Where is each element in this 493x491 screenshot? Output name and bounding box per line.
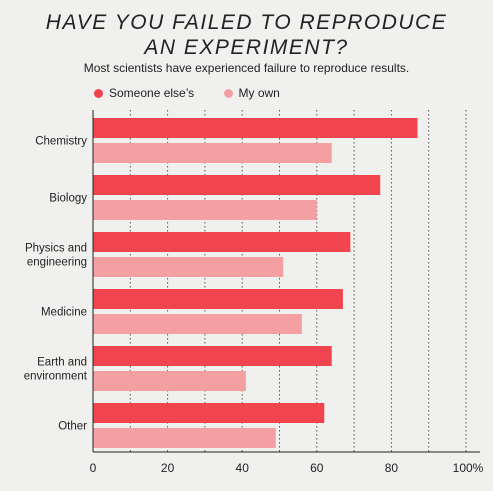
- x-tick-label-100: 100%: [453, 461, 484, 475]
- bar-someone-else-1: [93, 175, 381, 195]
- chart-title: HAVE YOU FAILED TO REPRODUCE AN EXPERIME…: [0, 10, 493, 60]
- category-label-4-line-2: environment: [24, 371, 88, 383]
- bar-my-own-2: [93, 257, 284, 277]
- bar-someone-else-2: [93, 232, 351, 252]
- bar-my-own-4: [93, 371, 246, 391]
- category-label-5: Other: [58, 421, 87, 433]
- chart-title-line-2: AN EXPERIMENT?: [144, 36, 349, 59]
- legend-swatch-someone-else: [94, 88, 103, 98]
- bar-my-own-5: [93, 428, 276, 448]
- legend: Someone else’s My own: [94, 86, 306, 101]
- category-label-3: Medicine: [41, 307, 87, 319]
- chart-subtitle: Most scientists have experienced failure…: [83, 61, 410, 75]
- legend-item-someone-else: Someone else’s: [94, 86, 194, 100]
- category-label-0: Chemistry: [35, 136, 87, 148]
- legend-label-someone-else: Someone else’s: [109, 86, 195, 100]
- bar-someone-else-3: [93, 289, 343, 309]
- bar-my-own-0: [93, 143, 332, 163]
- bar-my-own-3: [93, 314, 302, 334]
- bar-my-own-1: [93, 200, 317, 220]
- chart-title-line-1: HAVE YOU FAILED TO REPRODUCE: [45, 11, 448, 34]
- bar-someone-else-4: [93, 346, 332, 366]
- x-tick-label-40: 40: [236, 461, 250, 475]
- category-label-1: Biology: [49, 193, 87, 205]
- x-tick-label-60: 60: [310, 461, 324, 475]
- legend-swatch-my-own: [223, 88, 233, 98]
- legend-item-my-own: My own: [223, 86, 280, 100]
- category-label-2-line-2: engineering: [27, 257, 87, 269]
- x-tick-label-80: 80: [385, 461, 399, 475]
- x-tick-label-20: 20: [161, 461, 175, 475]
- category-label-4-line-1: Earth and: [37, 357, 87, 369]
- bar-someone-else-0: [93, 118, 418, 138]
- legend-label-my-own: My own: [238, 86, 280, 100]
- category-label-2-line-1: Physics and: [25, 243, 87, 255]
- x-tick-label-0: 0: [90, 461, 97, 475]
- bar-someone-else-5: [93, 403, 325, 423]
